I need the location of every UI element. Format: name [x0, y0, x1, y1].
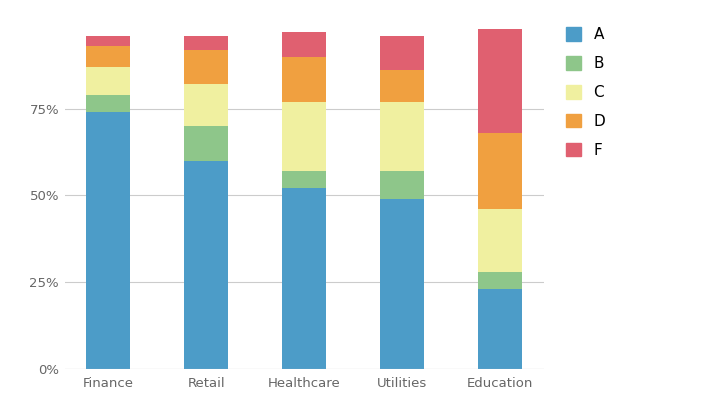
Bar — [282, 57, 326, 102]
Bar — [282, 171, 326, 188]
Bar — [380, 70, 424, 102]
Bar — [380, 199, 424, 369]
Bar — [184, 84, 228, 126]
Bar — [282, 188, 326, 369]
Bar — [184, 36, 228, 50]
Bar — [86, 95, 130, 112]
Bar — [478, 209, 523, 272]
Bar — [86, 112, 130, 369]
Bar — [380, 102, 424, 171]
Bar — [86, 36, 130, 46]
Bar — [86, 67, 130, 95]
Legend: A, B, C, D, F: A, B, C, D, F — [562, 23, 610, 162]
Bar — [478, 289, 523, 369]
Bar — [184, 50, 228, 84]
Bar — [86, 46, 130, 67]
Bar — [282, 102, 326, 171]
Bar — [184, 126, 228, 161]
Bar — [282, 32, 326, 57]
Bar — [380, 36, 424, 70]
Bar — [478, 133, 523, 209]
Bar — [478, 29, 523, 133]
Bar — [478, 272, 523, 289]
Bar — [184, 161, 228, 369]
Bar — [380, 171, 424, 199]
